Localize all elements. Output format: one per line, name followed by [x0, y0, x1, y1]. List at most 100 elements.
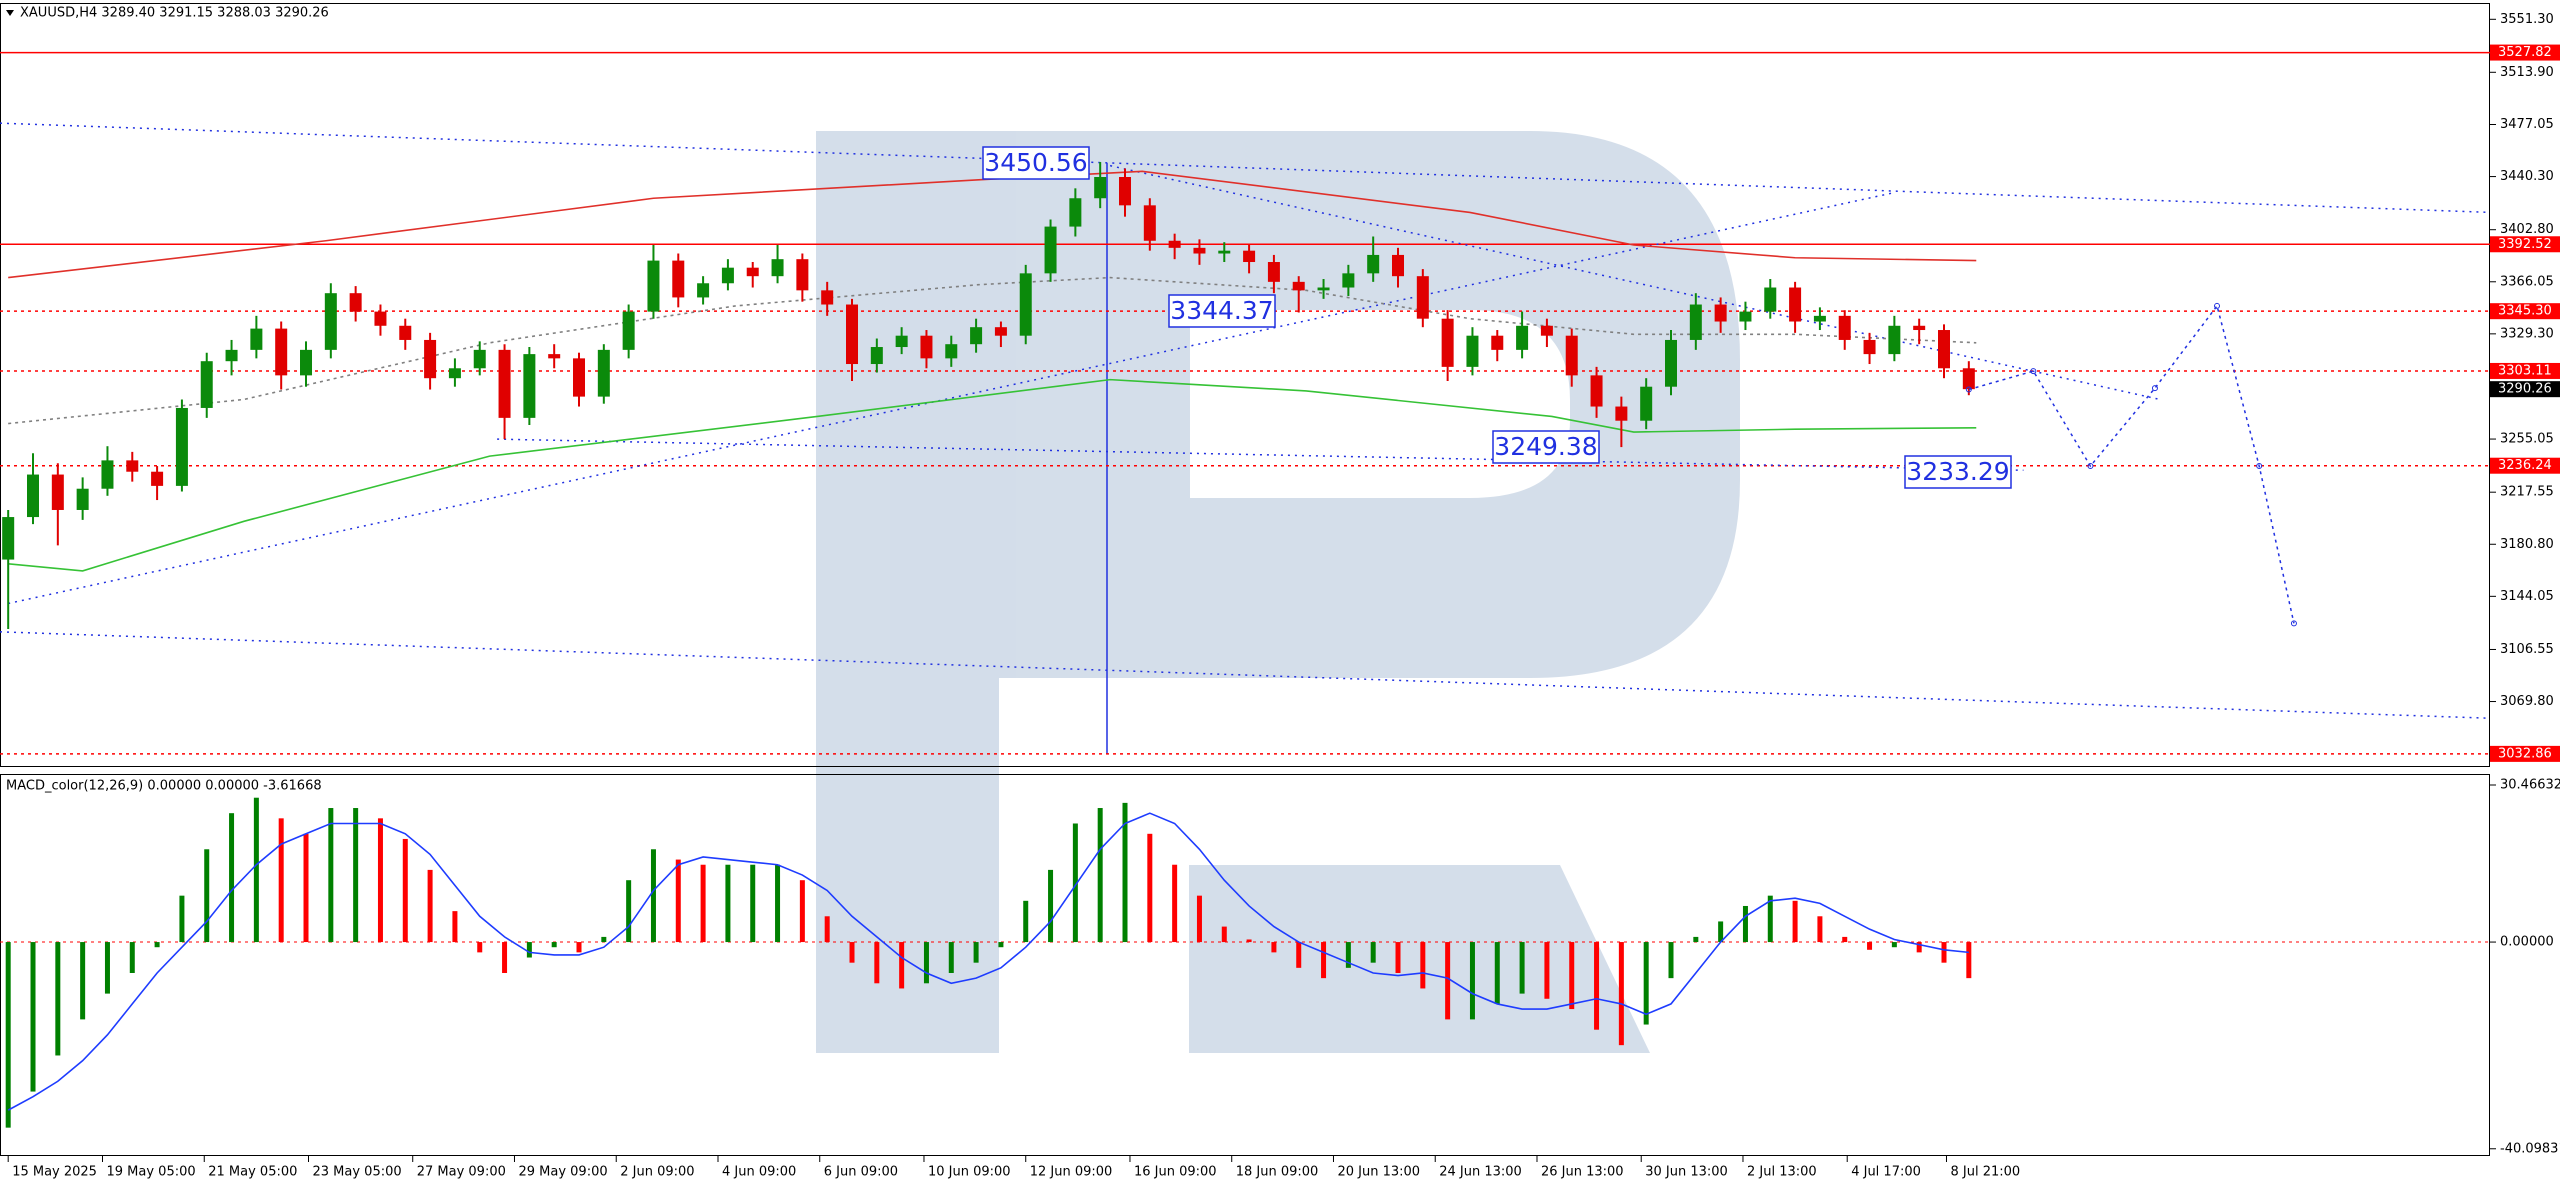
- candle-body: [548, 354, 561, 359]
- macd-bar: [650, 849, 656, 943]
- macd-bar: [104, 942, 110, 994]
- macd-bar: [1023, 900, 1029, 943]
- main-plot: [0, 51, 2490, 755]
- candle-body: [498, 349, 511, 418]
- forecast-point: [2256, 463, 2263, 470]
- x-tick-label: 29 May 09:00: [518, 1165, 607, 1180]
- candle-body: [1491, 335, 1504, 350]
- macd-bar: [998, 942, 1004, 948]
- candle-body: [1714, 304, 1727, 322]
- macd-bar: [1072, 823, 1078, 943]
- candle-body: [1416, 276, 1429, 319]
- candle-body: [1019, 273, 1032, 336]
- macd-bar: [1842, 936, 1848, 943]
- level-label-box: [2490, 362, 2560, 379]
- candle-body: [399, 325, 412, 340]
- moving-average: [8, 276, 1977, 425]
- level-label: 3345.30: [2498, 304, 2552, 319]
- macd-bar: [1469, 942, 1475, 1020]
- candle-body: [51, 474, 64, 510]
- candle-body: [1218, 250, 1231, 254]
- candle-body: [101, 460, 114, 489]
- candle-body: [27, 474, 40, 518]
- candle-body: [1441, 318, 1454, 367]
- macd-bar: [204, 849, 210, 943]
- level-label: 3290.26: [2498, 382, 2552, 397]
- candle-body: [175, 407, 188, 486]
- x-tick-label: 4 Jul 17:00: [1851, 1165, 1921, 1180]
- level-label-box: [2490, 236, 2560, 253]
- watermark-bowl: [999, 131, 1740, 678]
- x-tick-label: 16 Jun 09:00: [1134, 1165, 1217, 1180]
- macd-bar: [1767, 895, 1773, 943]
- macd-bar: [1693, 936, 1699, 943]
- candle-body: [1267, 262, 1280, 282]
- candle-body: [1540, 325, 1553, 336]
- x-tick-label: 20 Jun 13:00: [1337, 1165, 1420, 1180]
- macd-bar: [1668, 942, 1674, 979]
- macd-bar: [849, 942, 855, 963]
- menu-triangle: [6, 10, 14, 16]
- macd-plot: [0, 797, 2490, 1128]
- signal-line: [7, 812, 1969, 1111]
- macd-bar: [874, 942, 880, 984]
- macd-bar: [1817, 916, 1823, 943]
- candle-body: [895, 335, 908, 348]
- level-label: 3236.24: [2498, 458, 2552, 473]
- candle-body: [1044, 226, 1057, 274]
- y-tick-label: 3106.55: [2500, 642, 2554, 657]
- candle-body: [1813, 315, 1826, 322]
- macd-bar: [278, 818, 284, 943]
- x-tick-label: 2 Jun 09:00: [620, 1165, 694, 1180]
- candle-body: [1913, 325, 1926, 331]
- y-tick-label: 3329.30: [2500, 326, 2554, 341]
- candle-body: [1342, 273, 1355, 288]
- macd-bar: [601, 936, 607, 943]
- forecast-point: [2214, 302, 2221, 309]
- x-tick-label: 10 Jun 09:00: [928, 1165, 1011, 1180]
- macd-bar: [402, 838, 408, 943]
- macd-bar: [30, 942, 36, 1092]
- macd-bar: [1296, 942, 1302, 968]
- trend-line: [497, 438, 2024, 472]
- y-tick-label: 3477.05: [2500, 117, 2554, 132]
- macd-bar: [502, 942, 508, 973]
- level-label: 3392.52: [2498, 237, 2552, 252]
- candle-body: [1367, 254, 1380, 274]
- trend-line: [1109, 164, 2161, 401]
- candle-body: [697, 283, 710, 298]
- main-frame: [0, 3, 2490, 767]
- x-tick-label: 18 Jun 09:00: [1236, 1165, 1319, 1180]
- watermark-leg: [1189, 865, 1650, 1053]
- macd-bar: [129, 942, 135, 973]
- candle-body: [721, 267, 734, 284]
- level-label-box: [2490, 381, 2560, 398]
- macd-bar: [1519, 942, 1525, 994]
- candle-body: [1764, 287, 1777, 312]
- x-tick-label: 4 Jun 09:00: [722, 1165, 796, 1180]
- candle-body: [324, 293, 337, 350]
- candle-body: [250, 328, 263, 350]
- macd-bar: [1345, 942, 1351, 968]
- macd-bar: [377, 818, 383, 943]
- chart-title: XAUUSD,H4 3289.40 3291.15 3288.03 3290.2…: [20, 6, 329, 21]
- level-label-box: [2490, 44, 2560, 61]
- candle-body: [1938, 330, 1951, 369]
- candle-body: [2, 517, 15, 560]
- candle-body: [1392, 254, 1405, 277]
- candle-body: [76, 488, 89, 510]
- candle-body: [1516, 325, 1529, 350]
- macd-bar: [775, 864, 781, 943]
- candle-body: [1119, 176, 1132, 206]
- forecast-path: [1968, 304, 2295, 624]
- y-tick-label: 30.46632: [2500, 777, 2560, 792]
- axes: 3551.30 3513.90 3477.05 3440.30 3402.80 3366.…: [7, 12, 2560, 1180]
- x-tick-label: 30 Jun 13:00: [1645, 1165, 1728, 1180]
- candle-body: [1094, 176, 1107, 199]
- x-tick-label: 15 May 2025: [12, 1165, 97, 1180]
- level-label-box: [2490, 303, 2560, 320]
- annotation: 3344.37: [1170, 296, 1273, 325]
- candle-body: [523, 354, 536, 418]
